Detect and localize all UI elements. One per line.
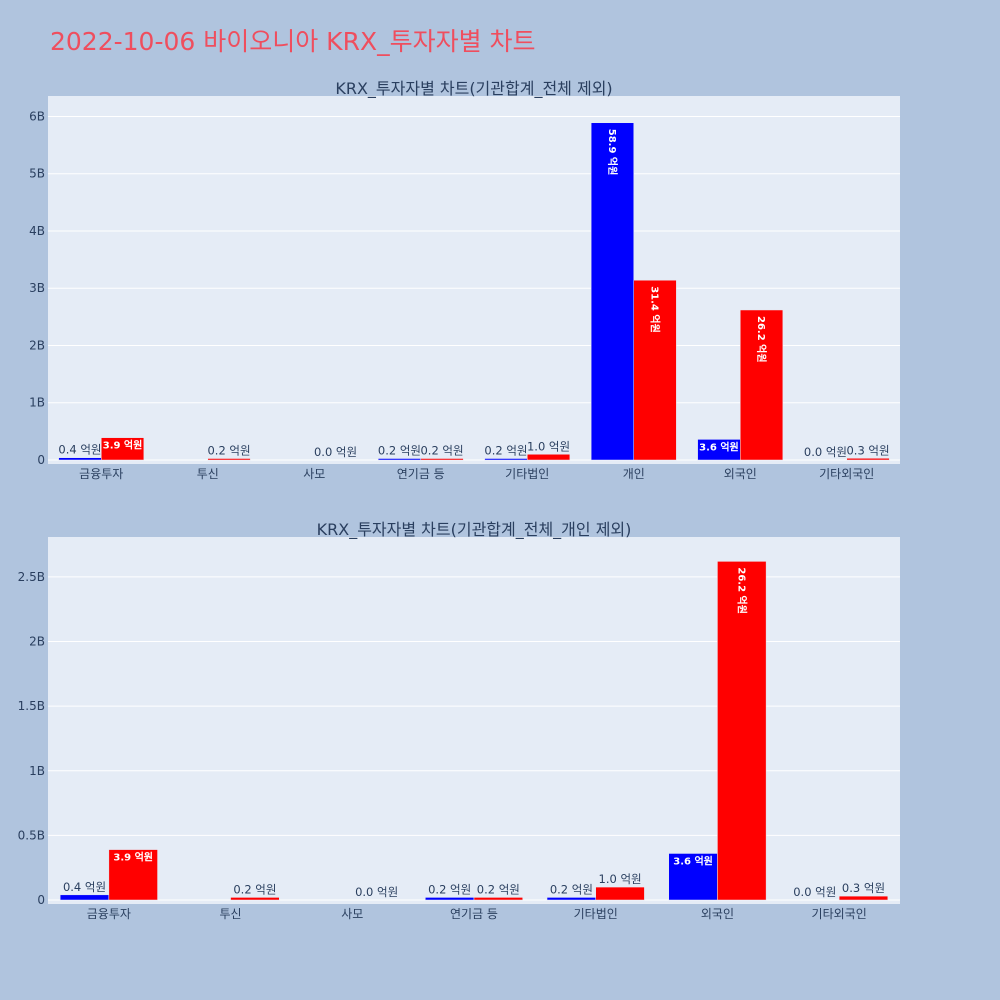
data-label: 1.0 억원 <box>527 439 570 453</box>
data-label: 0.4 억원 <box>63 880 106 894</box>
bar <box>101 437 145 461</box>
data-label: 0.2 억원 <box>484 444 527 458</box>
data-label: 3.6 억원 <box>673 854 713 867</box>
data-label: 0.3 억원 <box>842 881 885 895</box>
bar <box>108 849 158 901</box>
x-tick-label: 연기금 등 <box>450 907 498 921</box>
x-tick-label: 투신 <box>220 907 242 921</box>
x-tick-label: 연기금 등 <box>397 467 445 481</box>
bar <box>633 279 677 461</box>
bar <box>59 894 110 901</box>
bar <box>717 561 767 901</box>
x-tick-label: 기타법인 <box>574 907 618 921</box>
bar <box>377 458 421 461</box>
y-tick-label: 5B <box>29 167 45 181</box>
data-label: 0.0 억원 <box>355 885 398 899</box>
x-tick-label: 개인 <box>623 467 645 481</box>
y-tick-label: 1B <box>29 396 45 410</box>
y-tick-label: 0 <box>37 893 45 907</box>
data-label: 0.3 억원 <box>846 443 889 457</box>
data-label: 0.2 억원 <box>477 882 520 896</box>
data-label: 0.0 억원 <box>804 445 847 459</box>
x-tick-label: 사모 <box>341 907 363 921</box>
y-tick-label: 6B <box>29 109 45 123</box>
chart-title: KRX_투자자별 차트(기관합계_전체_개인 제외) <box>317 520 632 540</box>
y-tick-label: 2B <box>29 635 45 649</box>
bar <box>425 897 475 901</box>
data-label: 26.2 억원 <box>755 316 768 363</box>
bar <box>546 897 596 901</box>
y-tick-label: 0.5B <box>18 828 45 842</box>
y-tick-label: 2.5B <box>18 570 45 584</box>
data-label: 26.2 억원 <box>735 567 748 614</box>
x-tick-label: 사모 <box>303 467 325 481</box>
bar <box>473 897 523 901</box>
bar <box>207 458 251 461</box>
data-label: 31.4 억원 <box>649 286 662 333</box>
x-tick-label: 금융투자 <box>79 467 123 481</box>
bar <box>230 897 280 901</box>
x-tick-label: 외국인 <box>724 467 757 481</box>
y-tick-label: 1.5B <box>18 699 45 713</box>
data-label: 0.2 억원 <box>550 882 593 896</box>
bar <box>740 309 784 461</box>
bar <box>527 454 571 461</box>
data-label: 3.9 억원 <box>113 851 153 864</box>
y-tick-label: 2B <box>29 338 45 352</box>
y-tick-label: 4B <box>29 224 45 238</box>
x-tick-label: 기타법인 <box>505 467 549 481</box>
data-label: 0.0 억원 <box>314 445 357 459</box>
data-label: 0.4 억원 <box>58 443 101 457</box>
x-tick-label: 기타외국인 <box>812 907 867 921</box>
bar <box>668 853 718 901</box>
x-tick-label: 투신 <box>197 467 219 481</box>
bar <box>590 122 635 461</box>
bar <box>58 457 102 461</box>
data-label: 0.2 억원 <box>428 882 471 896</box>
x-tick-label: 금융투자 <box>87 907 131 921</box>
data-label: 0.2 억원 <box>378 444 421 458</box>
data-label: 3.9 억원 <box>103 439 143 452</box>
chart-title: KRX_투자자별 차트(기관합계_전체 제외) <box>335 79 612 99</box>
data-label: 0.2 억원 <box>420 444 463 458</box>
data-label: 58.9 억원 <box>606 129 619 176</box>
page-title: 2022-10-06 바이오니아 KRX_투자자별 차트 <box>50 27 536 56</box>
bar <box>420 458 464 461</box>
data-label: 0.2 억원 <box>207 444 250 458</box>
data-label: 0.0 억원 <box>793 885 836 899</box>
data-label: 1.0 억원 <box>599 872 642 886</box>
data-label: 3.6 억원 <box>699 440 739 453</box>
data-label: 0.2 억원 <box>233 882 276 896</box>
x-tick-label: 기타외국인 <box>819 467 874 481</box>
y-tick-label: 0 <box>37 453 45 467</box>
y-tick-label: 3B <box>29 281 45 295</box>
y-tick-label: 1B <box>29 764 45 778</box>
bar <box>846 458 890 461</box>
bar <box>595 886 645 901</box>
x-tick-label: 외국인 <box>701 907 734 921</box>
bar <box>838 895 889 901</box>
plot-area <box>48 537 900 904</box>
bar <box>484 458 528 461</box>
